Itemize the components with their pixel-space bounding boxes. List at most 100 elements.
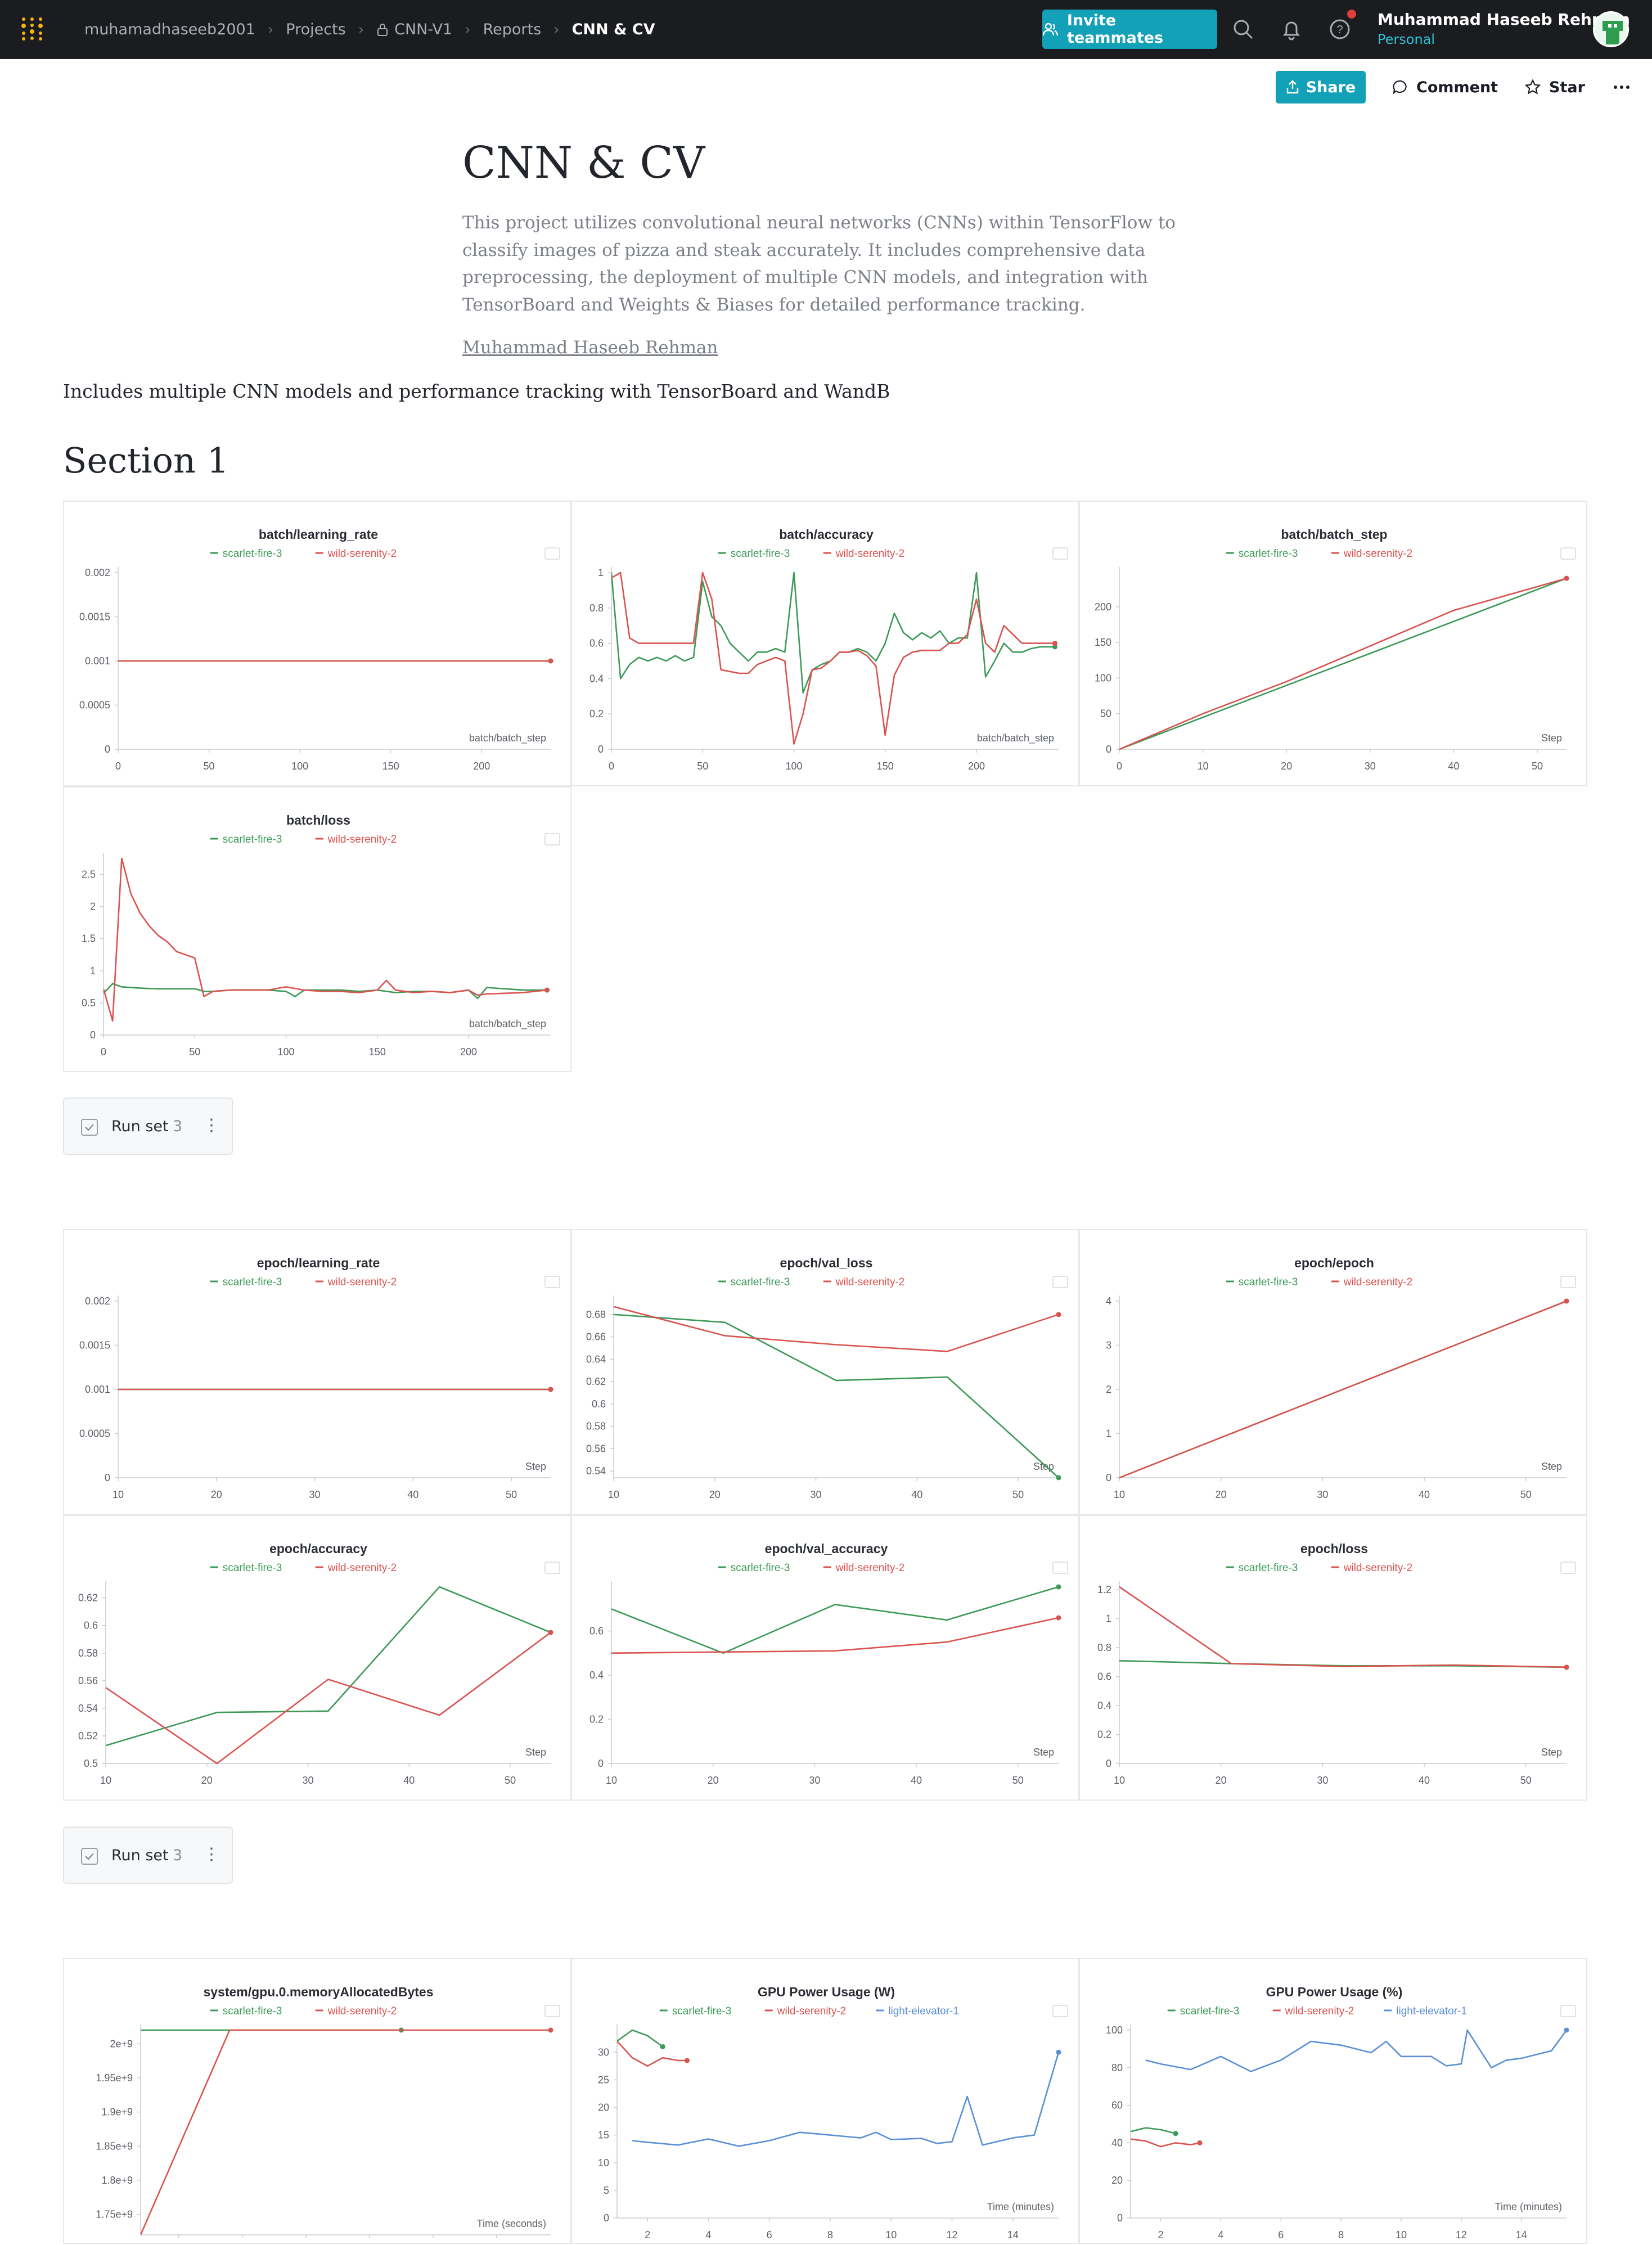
series-line-wild-serenity-2[interactable] xyxy=(141,2029,551,2235)
series-endpoint-light-elevator-1[interactable] xyxy=(1564,2027,1569,2033)
series-line-light-elevator-1[interactable] xyxy=(632,2051,1060,2147)
panel-menu-icon[interactable] xyxy=(544,833,560,845)
series-endpoint-wild-serenity-2[interactable] xyxy=(685,2058,690,2063)
bell-icon[interactable] xyxy=(1280,18,1303,41)
series-line-scarlet-fire-3[interactable] xyxy=(106,1586,551,1747)
series-endpoint-scarlet-fire-3[interactable] xyxy=(660,2044,665,2049)
chart-panel-c12[interactable]: GPU Power Usage (W) scarlet-fire-3 wild-se… xyxy=(571,1958,1079,2244)
series-line-wild-serenity-2[interactable] xyxy=(103,857,547,1022)
series-line-scarlet-fire-3[interactable] xyxy=(611,1586,1059,1654)
series-endpoint-scarlet-fire-3[interactable] xyxy=(1056,1475,1061,1481)
chart-panel-c6[interactable]: epoch/val_loss scarlet-fire-3 wild-serenit… xyxy=(571,1229,1079,1515)
series-endpoint-wild-serenity-2[interactable] xyxy=(1056,1312,1061,1317)
series-line-wild-serenity-2[interactable] xyxy=(611,1617,1059,1654)
legend-entry[interactable]: scarlet-fire-3 xyxy=(223,1276,282,1288)
legend-entry[interactable]: light-elevator-1 xyxy=(888,2005,959,2017)
legend-entry[interactable]: wild-serenity-2 xyxy=(327,548,397,560)
series-endpoint-wild-serenity-2[interactable] xyxy=(1564,575,1569,581)
breadcrumb-reports[interactable]: Reports xyxy=(483,21,542,38)
run-set-2[interactable]: Run set 3 ⋮ xyxy=(63,1826,233,1884)
series-endpoint-wild-serenity-2[interactable] xyxy=(1056,1615,1061,1621)
series-endpoint-scarlet-fire-3[interactable] xyxy=(1052,644,1058,650)
chart-panel-c2[interactable]: batch/accuracy scarlet-fire-3 wild-serenit… xyxy=(571,501,1079,786)
report-description[interactable]: This project utilizes convolutional neur… xyxy=(462,213,1176,315)
run-set-checkbox[interactable] xyxy=(81,1119,98,1136)
panel-menu-icon[interactable] xyxy=(1560,1276,1576,1288)
legend-entry[interactable]: scarlet-fire-3 xyxy=(1239,1276,1298,1288)
star-button[interactable]: Star xyxy=(1524,71,1585,104)
series-endpoint-wild-serenity-2[interactable] xyxy=(548,1630,553,1635)
panel-menu-icon[interactable] xyxy=(1052,1276,1068,1288)
kebab-menu-icon[interactable]: ⋮ xyxy=(203,1115,220,1135)
breadcrumb-projects[interactable]: Projects xyxy=(286,21,346,38)
chart-panel-c3[interactable]: batch/batch_step scarlet-fire-3 wild-seren… xyxy=(1079,501,1587,786)
chart-panel-c4[interactable]: batch/loss scarlet-fire-3 wild-serenity-2 0… xyxy=(63,786,571,1072)
series-endpoint-scarlet-fire-3[interactable] xyxy=(1056,1584,1061,1590)
chart-panel-c7[interactable]: epoch/epoch scarlet-fire-3 wild-serenity-2… xyxy=(1079,1229,1587,1515)
legend-entry[interactable]: wild-serenity-2 xyxy=(327,1276,397,1288)
series-line-wild-serenity-2[interactable] xyxy=(106,1631,551,1765)
wandb-logo-icon[interactable] xyxy=(19,16,45,42)
series-endpoint-wild-serenity-2[interactable] xyxy=(1564,1298,1569,1304)
legend-entry[interactable]: wild-serenity-2 xyxy=(327,1562,397,1574)
legend-entry[interactable]: light-elevator-1 xyxy=(1396,2005,1467,2017)
share-button[interactable]: Share xyxy=(1276,71,1366,104)
panel-menu-icon[interactable] xyxy=(1560,1562,1576,1574)
breadcrumb-user[interactable]: muhamadhaseeb2001 xyxy=(84,21,255,38)
chart-panel-c1[interactable]: batch/learning_rate scarlet-fire-3 wild-se… xyxy=(63,501,571,786)
series-line-scarlet-fire-3[interactable] xyxy=(1119,577,1567,750)
legend-entry[interactable]: scarlet-fire-3 xyxy=(223,2005,282,2017)
legend-entry[interactable]: scarlet-fire-3 xyxy=(223,548,282,560)
chart-panel-c13[interactable]: GPU Power Usage (%) scarlet-fire-3 wild-se… xyxy=(1079,1958,1587,2244)
report-author[interactable]: Muhammad Haseeb Rehman xyxy=(462,338,718,358)
legend-entry[interactable]: scarlet-fire-3 xyxy=(731,548,790,560)
more-options-button[interactable] xyxy=(1613,71,1630,104)
legend-entry[interactable]: wild-serenity-2 xyxy=(1343,548,1412,560)
series-endpoint-wild-serenity-2[interactable] xyxy=(548,2027,553,2033)
legend-entry[interactable]: wild-serenity-2 xyxy=(835,1562,904,1574)
chart-panel-c9[interactable]: epoch/val_accuracy scarlet-fire-3 wild-ser… xyxy=(571,1515,1079,1801)
series-endpoint-wild-serenity-2[interactable] xyxy=(1564,1664,1569,1670)
kebab-menu-icon[interactable]: ⋮ xyxy=(203,1844,220,1864)
legend-entry[interactable]: wild-serenity-2 xyxy=(327,834,397,845)
series-line-wild-serenity-2[interactable] xyxy=(1119,1300,1567,1479)
report-title[interactable]: CNN & CV xyxy=(462,138,705,188)
panel-menu-icon[interactable] xyxy=(1052,547,1068,560)
series-endpoint-wild-serenity-2[interactable] xyxy=(548,1387,553,1392)
panel-menu-icon[interactable] xyxy=(544,1562,560,1574)
section-heading[interactable]: Section 1 xyxy=(63,440,229,481)
chart-panel-c5[interactable]: epoch/learning_rate scarlet-fire-3 wild-se… xyxy=(63,1229,571,1515)
panel-menu-icon[interactable] xyxy=(1052,2005,1068,2017)
series-line-wild-serenity-2[interactable] xyxy=(1131,2138,1200,2148)
series-line-wild-serenity-2[interactable] xyxy=(1119,577,1567,750)
series-line-scarlet-fire-3[interactable] xyxy=(614,1313,1059,1478)
series-endpoint-light-elevator-1[interactable] xyxy=(1056,2049,1061,2055)
panel-menu-icon[interactable] xyxy=(544,1276,560,1288)
series-line-wild-serenity-2[interactable] xyxy=(611,572,1055,745)
panel-menu-icon[interactable] xyxy=(544,547,560,560)
report-intro-text[interactable]: Includes multiple CNN models and perform… xyxy=(63,380,890,402)
search-icon[interactable] xyxy=(1232,18,1254,41)
invite-teammates-button[interactable]: Invite teammates xyxy=(1042,10,1217,49)
panel-menu-icon[interactable] xyxy=(1052,1562,1068,1574)
legend-entry[interactable]: wild-serenity-2 xyxy=(777,2005,846,2017)
series-endpoint-wild-serenity-2[interactable] xyxy=(544,987,550,993)
legend-entry[interactable]: wild-serenity-2 xyxy=(1343,1562,1412,1574)
avatar[interactable] xyxy=(1593,11,1629,47)
legend-entry[interactable]: wild-serenity-2 xyxy=(835,548,904,560)
panel-menu-icon[interactable] xyxy=(1560,2005,1576,2017)
legend-entry[interactable]: scarlet-fire-3 xyxy=(1180,2005,1240,2017)
legend-entry[interactable]: scarlet-fire-3 xyxy=(731,1276,790,1288)
run-set-1[interactable]: Run set 3 ⋮ xyxy=(63,1097,233,1155)
chart-panel-c11[interactable]: system/gpu.0.memoryAllocatedBytes scarlet… xyxy=(63,1958,571,2244)
series-line-wild-serenity-2[interactable] xyxy=(617,2040,687,2067)
series-line-scarlet-fire-3[interactable] xyxy=(611,572,1055,694)
breadcrumb-project[interactable]: CNN-V1 xyxy=(394,21,453,38)
legend-entry[interactable]: wild-serenity-2 xyxy=(835,1276,904,1288)
legend-entry[interactable]: scarlet-fire-3 xyxy=(1239,1562,1298,1574)
series-line-light-elevator-1[interactable] xyxy=(1145,2029,1568,2072)
series-endpoint-scarlet-fire-3[interactable] xyxy=(1173,2131,1178,2136)
panel-menu-icon[interactable] xyxy=(544,2005,560,2017)
legend-entry[interactable]: scarlet-fire-3 xyxy=(223,1562,282,1574)
legend-entry[interactable]: wild-serenity-2 xyxy=(1343,1276,1412,1288)
